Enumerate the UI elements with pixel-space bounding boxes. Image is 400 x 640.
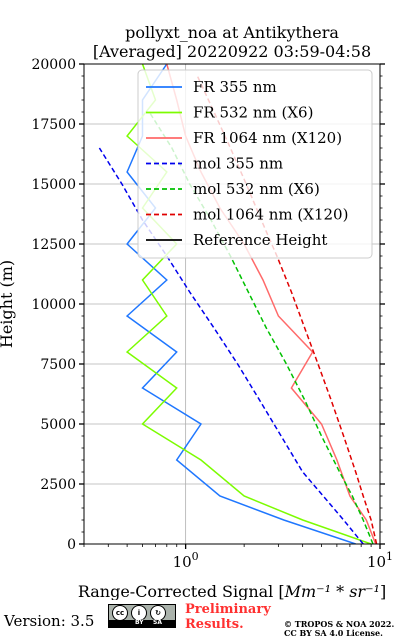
title-line-1: pollyxt_noa at Antikythera — [125, 23, 339, 42]
legend-label: Reference Height — [193, 231, 327, 249]
copyright-line-2: CC BY SA 4.0 License. — [284, 628, 383, 638]
y-tick-label: 12500 — [31, 237, 76, 253]
legend-label: mol 532 nm (X6) — [193, 180, 320, 198]
chart-title: pollyxt_noa at Antikythera [Averaged] 20… — [93, 23, 371, 61]
series-line — [125, 64, 356, 544]
lidar-profile-chart: pollyxt_noa at Antikythera [Averaged] 20… — [0, 23, 393, 600]
legend-label: mol 355 nm — [193, 155, 283, 173]
x-tick-label: 101 — [367, 550, 393, 571]
copyright-line-1: © TROPOS & NOA 2022. — [284, 619, 395, 629]
axes: 0 2500 5000 7500 10000 12500 15000 17500 20000 10… — [31, 57, 393, 571]
y-tick-label: 10000 — [31, 297, 76, 313]
legend-box — [137, 69, 373, 259]
badge-sa-text: SA — [153, 619, 162, 626]
x-tick-label: 100 — [173, 550, 199, 571]
y-tick-label: 20000 — [31, 57, 76, 73]
cc-license-badge: cc i ↻ BY SA — [108, 604, 176, 628]
y-tick-label: 7500 — [40, 357, 76, 373]
cc-icon: cc — [112, 605, 128, 621]
version-text: Version: 3.5 — [4, 612, 95, 630]
legend: FR 355 nm FR 532 nm (X6) FR 1064 nm (X120)… — [137, 69, 373, 259]
preliminary-note: Preliminary Results. — [185, 602, 271, 632]
y-tick-label: 2500 — [40, 477, 76, 493]
preliminary-line-2: Results. — [185, 617, 244, 632]
y-axis-label: Height (m) — [0, 260, 16, 348]
legend-label: mol 1064 nm (X120) — [193, 206, 348, 224]
y-tick-label: 15000 — [31, 177, 76, 193]
copyright-note: © TROPOS & NOA 2022. CC BY SA 4.0 Licens… — [284, 620, 394, 638]
series-line — [148, 111, 374, 544]
y-tick-label: 0 — [67, 537, 76, 553]
legend-label: FR 1064 nm (X120) — [193, 129, 342, 147]
preliminary-line-1: Preliminary — [185, 602, 271, 617]
y-tick-label: 5000 — [40, 417, 76, 433]
y-tick-label: 17500 — [31, 117, 76, 133]
title-line-2: [Averaged] 20220922 03:59-04:58 — [93, 42, 371, 61]
badge-by-text: BY — [135, 619, 144, 626]
legend-label: FR 532 nm (X6) — [193, 104, 313, 122]
x-axis-label: Range-Corrected Signal [Mm⁻¹ * sr⁻¹] — [78, 582, 386, 600]
legend-label: FR 355 nm — [193, 78, 277, 96]
footer: Version: 3.5 cc i ↻ BY SA Preliminary Re… — [0, 600, 400, 640]
